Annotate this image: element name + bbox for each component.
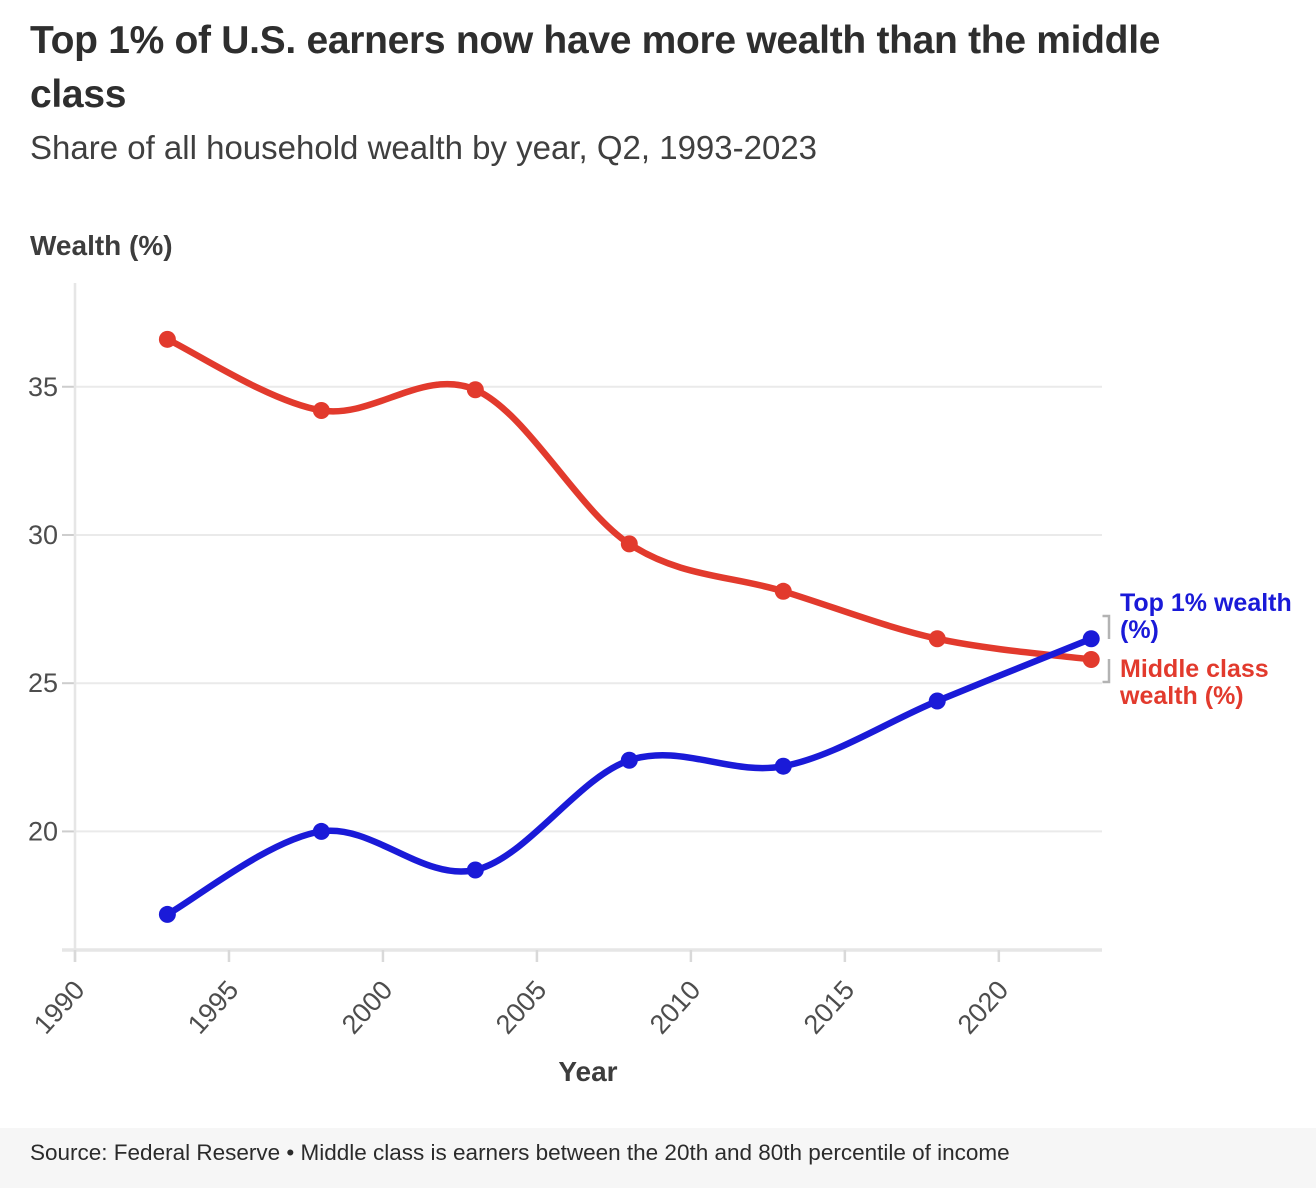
data-point xyxy=(928,692,946,710)
series-top1 xyxy=(158,630,1100,923)
series-label-middle-line1: Middle class xyxy=(1120,655,1269,683)
gridlines: 20 25 30 35 xyxy=(28,372,1102,846)
y-tick-label: 30 xyxy=(28,520,58,550)
label-bracket-middle xyxy=(1102,659,1111,684)
footer: Source: Federal Reserve • Middle class i… xyxy=(0,1128,1316,1188)
x-tick-label: 2010 xyxy=(644,975,706,1040)
series-line xyxy=(164,635,1095,918)
series-label-top1-line2: (%) xyxy=(1120,616,1159,644)
data-point xyxy=(312,401,330,419)
series-label-top1: Top 1% wealth (%) xyxy=(1120,590,1316,644)
data-point xyxy=(1082,650,1100,668)
x-tick-label: 2020 xyxy=(952,975,1014,1040)
y-tick-label: 20 xyxy=(28,816,58,846)
data-point xyxy=(158,330,176,348)
data-point xyxy=(774,582,792,600)
x-tick-label: 1995 xyxy=(182,975,244,1040)
x-tick-label: 1990 xyxy=(28,975,90,1040)
source-note: Source: Federal Reserve • Middle class i… xyxy=(30,1140,1010,1165)
series-label-middle: Middle class wealth (%) xyxy=(1120,656,1316,710)
data-point xyxy=(774,757,792,775)
x-tick-label: 2000 xyxy=(336,975,398,1040)
data-point xyxy=(466,861,484,879)
y-tick-label: 25 xyxy=(28,668,58,698)
data-point xyxy=(620,751,638,769)
x-axis-title: Year xyxy=(558,1056,618,1087)
series-middle xyxy=(158,330,1100,668)
series-label-middle-line2: wealth (%) xyxy=(1120,682,1244,710)
y-tick-label: 35 xyxy=(28,372,58,402)
data-point xyxy=(158,905,176,923)
x-axis-ticks: 1990 1995 2000 2005 2010 2015 2020 xyxy=(28,950,1014,1040)
data-point xyxy=(1082,630,1100,648)
chart-subtitle: Share of all household wealth by year, Q… xyxy=(30,129,818,166)
data-point xyxy=(312,822,330,840)
label-bracket-top1 xyxy=(1102,614,1111,639)
data-point xyxy=(466,381,484,399)
series-label-top1-line1: Top 1% wealth xyxy=(1120,589,1292,617)
chart-title: Top 1% of U.S. earners now have more wea… xyxy=(30,19,1161,116)
data-point xyxy=(928,630,946,648)
x-tick-label: 2005 xyxy=(490,975,552,1040)
y-axis-title: Wealth (%) xyxy=(30,230,173,261)
x-tick-label: 2015 xyxy=(798,975,860,1040)
data-point xyxy=(620,535,638,553)
